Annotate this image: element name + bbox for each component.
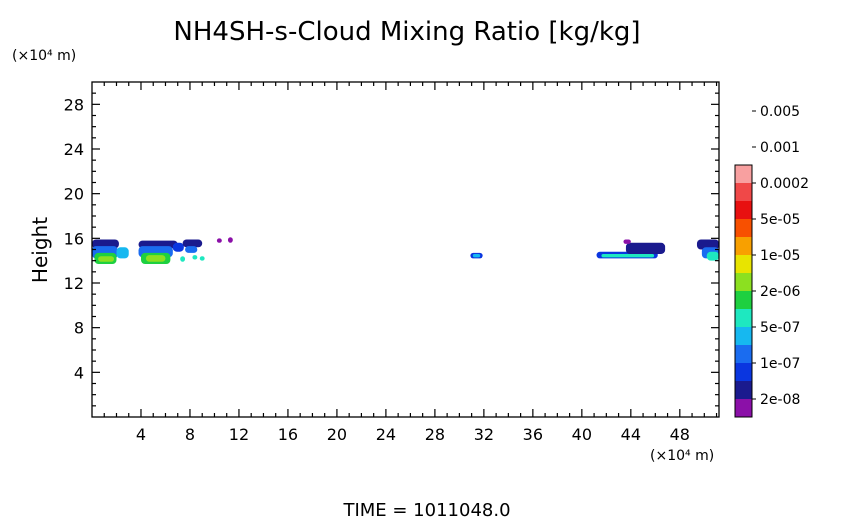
x-tick-label: 36 xyxy=(523,425,543,444)
x-tick-label: 4 xyxy=(136,425,146,444)
y-tick-label: 28 xyxy=(64,95,84,114)
colorbar-label: 0.001 xyxy=(760,140,800,156)
x-tick-label: 24 xyxy=(376,425,396,444)
colorbar-swatch xyxy=(735,309,752,327)
y-unit-label: (×10⁴ m) xyxy=(12,48,76,64)
colorbar: 2e-08 1e-07 5e-07 2e-06 1e-05 5e-05 0.0002 0.00… xyxy=(734,104,809,418)
cloud-cell-22 xyxy=(623,239,631,244)
cloud-cell-8 xyxy=(145,255,166,262)
cloud-cell-20 xyxy=(601,253,655,258)
y-tick-label: 16 xyxy=(64,229,84,248)
x-tick-label: 32 xyxy=(474,425,494,444)
colorbar-swatch xyxy=(735,345,752,363)
x-tick-label: 12 xyxy=(229,425,249,444)
colorbar-swatch xyxy=(735,291,752,309)
colorbar-swatch xyxy=(735,165,752,183)
colorbar-swatch xyxy=(735,327,752,345)
cloud-cell-16 xyxy=(227,237,233,243)
time-footer: TIME = 1011048.0 xyxy=(342,500,510,519)
colorbar-swatch xyxy=(735,237,752,255)
colorbar-label: 0.005 xyxy=(760,104,800,120)
y-tick-label: 12 xyxy=(64,274,84,293)
x-tick-label: 20 xyxy=(327,425,347,444)
colorbar-label: 2e-06 xyxy=(760,284,800,300)
y-tick-label: 24 xyxy=(64,140,84,159)
colorbar-label: 1e-05 xyxy=(760,248,800,264)
cloud-cell-25 xyxy=(706,251,719,261)
cloud-cell-10 xyxy=(182,239,203,248)
chart-title: NH4SH-s-Cloud Mixing Ratio [kg/kg] xyxy=(173,17,640,47)
x-tick-label: 16 xyxy=(278,425,298,444)
colorbar-swatch xyxy=(735,255,752,273)
y-axis-label: Height xyxy=(28,217,52,283)
colorbar-label: 5e-07 xyxy=(760,320,800,336)
x-tick-labels: 4 8 12 16 20 24 28 32 36 40 44 48 xyxy=(136,425,690,444)
x-tick-label: 40 xyxy=(572,425,592,444)
colorbar-label: 0.0002 xyxy=(760,176,809,192)
colorbar-label: 5e-05 xyxy=(760,212,800,228)
x-tick-label: 8 xyxy=(185,425,195,444)
cloud-cell-18 xyxy=(472,253,481,258)
cloud-cell-14 xyxy=(199,256,205,261)
y-tick-labels: 4 8 12 16 20 24 28 xyxy=(64,95,84,382)
colorbar-swatch xyxy=(735,399,752,417)
cloud-cell-4 xyxy=(116,247,129,259)
colorbar-swatch xyxy=(735,381,752,399)
colorbar-label: 1e-07 xyxy=(760,356,800,372)
cloud-cell-9 xyxy=(172,242,184,252)
colorbar-swatch xyxy=(735,219,752,237)
colorbar-swatch xyxy=(735,201,752,219)
cloud-regions xyxy=(92,237,719,265)
y-tick-label: 8 xyxy=(74,319,84,338)
axis-ticks xyxy=(92,82,719,417)
colorbar-swatch xyxy=(735,363,752,381)
colorbar-swatch xyxy=(735,183,752,201)
x-tick-label: 28 xyxy=(425,425,445,444)
cloud-cell-11 xyxy=(185,246,198,253)
x-tick-label: 48 xyxy=(670,425,690,444)
x-tick-label: 44 xyxy=(621,425,641,444)
cloud-cell-21 xyxy=(625,242,666,254)
y-tick-label: 20 xyxy=(64,185,84,204)
cloud-cell-15 xyxy=(216,238,222,243)
colorbar-label: 2e-08 xyxy=(760,392,800,408)
cloud-cell-12 xyxy=(192,255,198,260)
colorbar-swatch xyxy=(735,273,752,291)
cloud-cell-13 xyxy=(180,256,186,262)
cloud-cell-3 xyxy=(98,256,115,262)
cloud-cell-23 xyxy=(696,239,719,250)
x-unit-label: (×10⁴ m) xyxy=(650,448,714,464)
y-tick-label: 4 xyxy=(74,363,84,382)
